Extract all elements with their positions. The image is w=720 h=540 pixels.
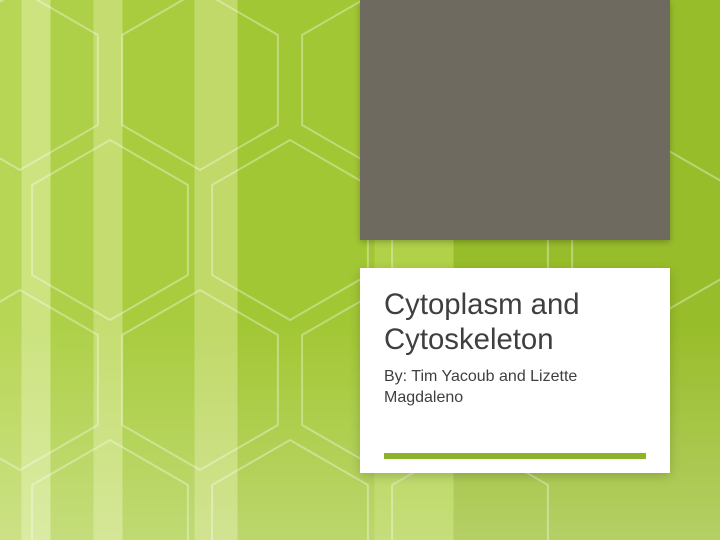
hexagon-outline bbox=[122, 290, 278, 470]
hexagon-outline bbox=[32, 440, 188, 540]
accent-bar bbox=[384, 453, 646, 459]
hexagon-outline bbox=[122, 0, 278, 170]
hexagon-outline bbox=[212, 440, 368, 540]
dark-panel bbox=[360, 0, 670, 240]
slide: Cytoplasm and Cytoskeleton By: Tim Yacou… bbox=[0, 0, 720, 540]
hexagon-outline bbox=[212, 140, 368, 320]
slide-subtitle: By: Tim Yacoub and Lizette Magdaleno bbox=[384, 367, 646, 408]
hexagon-outline bbox=[0, 0, 98, 170]
title-card: Cytoplasm and Cytoskeleton By: Tim Yacou… bbox=[360, 268, 670, 473]
hexagon-outline bbox=[0, 290, 98, 470]
slide-title: Cytoplasm and Cytoskeleton bbox=[384, 288, 646, 357]
hexagon-outline bbox=[32, 140, 188, 320]
